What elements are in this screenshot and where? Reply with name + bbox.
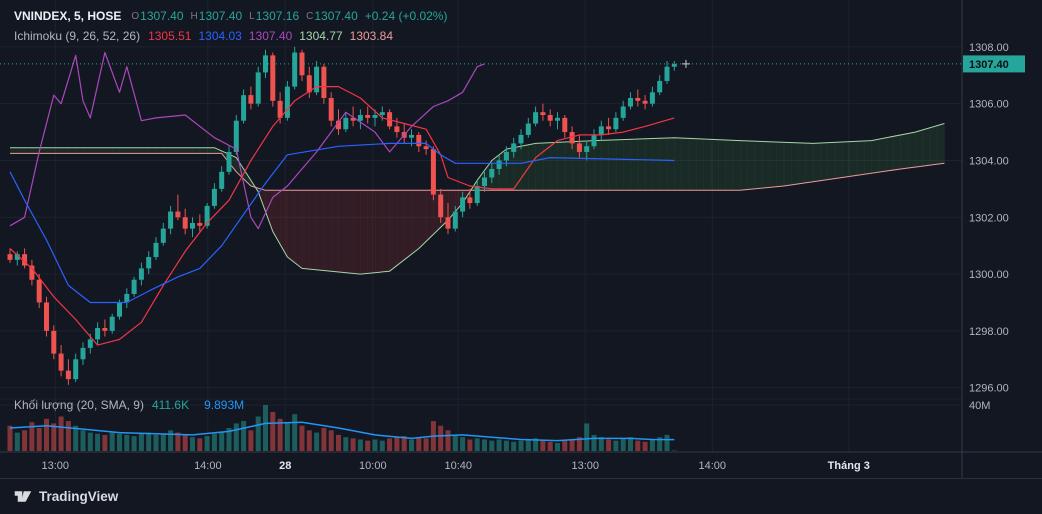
price-scale[interactable]: 1308.00 1306.00 1304.00 1302.00 1300.00 1298.… [961, 0, 1025, 478]
chart-canvas[interactable]: 1308.00 1306.00 1304.00 1302.00 1300.00 1298.… [0, 0, 1042, 478]
svg-text:1302.00: 1302.00 [969, 212, 1009, 224]
tradingview-logo-text: TradingView [39, 489, 119, 504]
svg-text:10:00: 10:00 [359, 460, 387, 472]
svg-text:13:00: 13:00 [571, 460, 599, 472]
svg-text:1304.00: 1304.00 [969, 155, 1009, 167]
ichimoku-cloud [10, 123, 945, 275]
svg-text:13:00: 13:00 [41, 460, 69, 472]
svg-text:1307.40: 1307.40 [969, 59, 1009, 71]
svg-text:Tháng 3: Tháng 3 [828, 460, 870, 472]
svg-text:1296.00: 1296.00 [969, 383, 1009, 395]
ichimoku-lines [9, 51, 675, 346]
symbol-title[interactable]: VNINDEX, 5, HOSE [14, 9, 122, 23]
svg-text:1298.00: 1298.00 [969, 326, 1009, 338]
indicator-title[interactable]: Ichimoku (9, 26, 52, 26) [14, 29, 141, 43]
svg-text:14:00: 14:00 [194, 460, 222, 472]
svg-text:40M: 40M [969, 400, 990, 412]
svg-text:28: 28 [279, 460, 291, 472]
bottom-toolbar: TradingView [0, 478, 1042, 514]
time-scale[interactable]: 13:00 14:00 28 10:00 10:40 13:00 14:00 Tháng 3 [0, 451, 1042, 472]
tradingview-logo-icon [14, 491, 32, 502]
grid-lines [0, 0, 962, 452]
tradingview-logo-link[interactable]: TradingView [14, 489, 118, 504]
volume-pane [7, 405, 677, 451]
svg-text:1300.00: 1300.00 [969, 269, 1009, 281]
candlestick-series [7, 46, 677, 385]
svg-text:14:00: 14:00 [698, 460, 726, 472]
svg-text:1308.00: 1308.00 [969, 42, 1009, 54]
svg-text:1306.00: 1306.00 [969, 99, 1009, 111]
last-price-line [0, 59, 962, 68]
svg-text:10:40: 10:40 [444, 460, 472, 472]
